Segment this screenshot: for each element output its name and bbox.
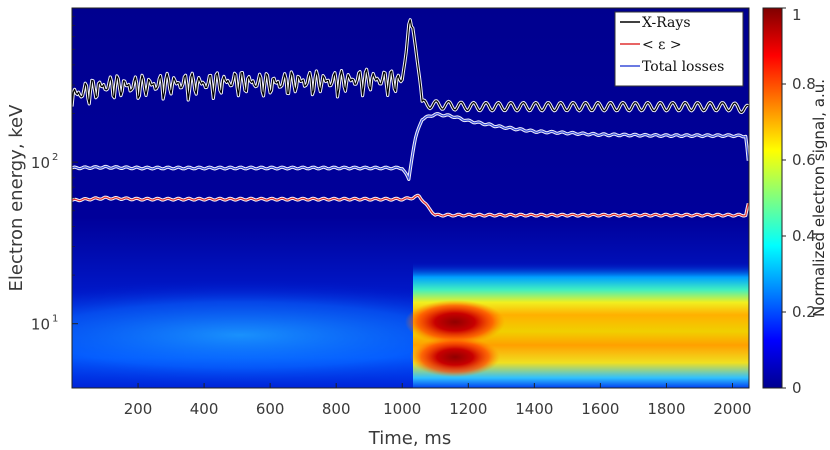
x-tick-label: 1600 bbox=[581, 400, 619, 418]
colorbar-label: Normalized electron signal, a.u. bbox=[810, 79, 828, 317]
series-lines bbox=[72, 18, 749, 218]
colorbar-tick-label: 0 bbox=[792, 379, 802, 397]
legend-box bbox=[614, 11, 744, 87]
x-tick-label: 1200 bbox=[449, 400, 487, 418]
x-axis-label: Time, ms bbox=[368, 428, 451, 449]
legend: X-Rays < ε > Total losses bbox=[614, 11, 744, 87]
legend-label: X-Rays bbox=[642, 15, 691, 31]
x-tick-label: 1000 bbox=[383, 400, 421, 418]
heatmap-peak-upper bbox=[405, 300, 505, 344]
x-tick-label: 600 bbox=[256, 400, 285, 418]
colorbar-tick-label: 0.2 bbox=[792, 303, 816, 321]
colorbar-tick-label: 0.4 bbox=[792, 227, 816, 245]
series-line bbox=[72, 194, 749, 217]
x-tick-label: 1800 bbox=[647, 400, 685, 418]
x-tick-label: 2000 bbox=[713, 400, 751, 418]
colorbar: Normalized electron signal, a.u. 0 0.2 0.4… bbox=[762, 6, 828, 397]
y-tick-exponent: 2 bbox=[52, 152, 58, 163]
y-tick-label: 10 bbox=[31, 154, 50, 172]
heatmap-peak-lower bbox=[410, 337, 500, 377]
series-line bbox=[72, 19, 749, 114]
x-tick-label: 800 bbox=[322, 400, 351, 418]
colorbar-tick-label: 0.8 bbox=[792, 75, 816, 93]
colorbar-tick-label: 0.6 bbox=[792, 151, 816, 169]
y-tick-exponent: 1 bbox=[52, 314, 58, 325]
colorbar-tick-label: 1 bbox=[792, 6, 802, 24]
x-tick-label: 1400 bbox=[515, 400, 553, 418]
x-tick-label: 400 bbox=[190, 400, 219, 418]
x-axis-ticks: 200 400 600 800 1000 1200 1400 1600 1800 2000 bbox=[124, 383, 752, 418]
legend-label: Total losses bbox=[642, 59, 724, 75]
colorbar-gradient bbox=[762, 7, 783, 389]
y-axis-label: Electron energy, keV bbox=[6, 104, 27, 292]
x-tick-label: 200 bbox=[124, 400, 153, 418]
legend-label: < ε > bbox=[642, 37, 682, 53]
y-tick-label: 10 bbox=[31, 316, 50, 334]
series-line bbox=[72, 113, 749, 180]
